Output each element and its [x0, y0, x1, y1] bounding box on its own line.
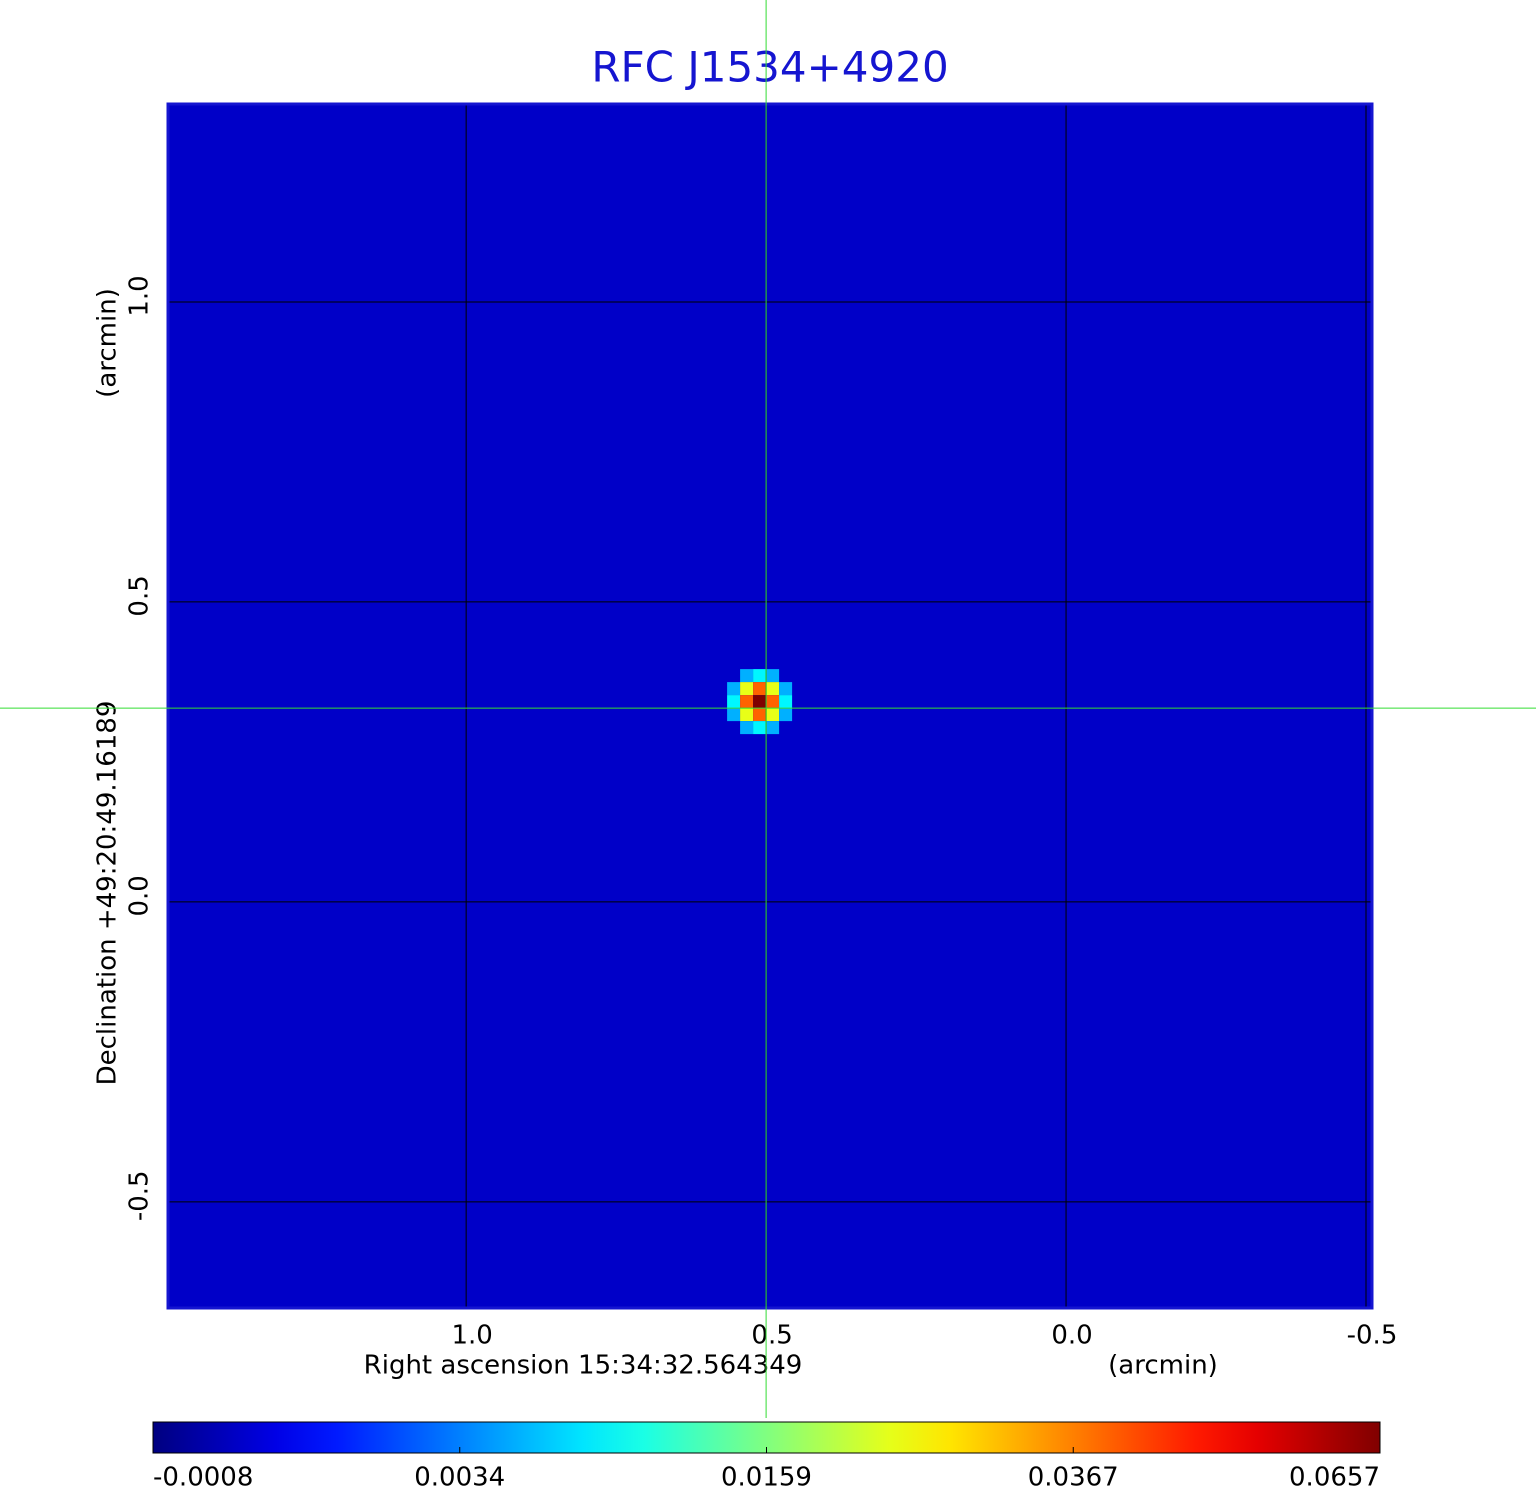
x-tick-label: 0.0	[1051, 1321, 1092, 1351]
y-tick-label: 0.5	[125, 575, 155, 616]
source-pixel	[740, 695, 754, 709]
source-pixel	[753, 708, 767, 722]
y-tick-label: 1.0	[125, 275, 155, 316]
x-tick-label: -0.5	[1347, 1321, 1398, 1351]
source-pixel	[727, 695, 741, 709]
source-pixel	[740, 721, 754, 735]
chart-title: RFC J1534+4920	[591, 43, 948, 92]
colorbar-tick-label: -0.0008	[153, 1463, 253, 1493]
source-pixel	[727, 682, 741, 696]
x-axis-label: Right ascension 15:34:32.564349	[364, 1351, 803, 1381]
y-tick-label: -0.5	[125, 1170, 155, 1221]
source-pixel	[753, 669, 767, 683]
x-axis-unit: (arcmin)	[1108, 1351, 1218, 1381]
source-pixel	[740, 682, 754, 696]
source-pixel	[779, 682, 793, 696]
source-pixel	[779, 695, 793, 709]
source-pixel	[753, 721, 767, 735]
source-pixel	[766, 669, 780, 683]
source-pixel	[766, 682, 780, 696]
y-axis-unit: (arcmin)	[93, 288, 123, 398]
source-pixel	[753, 695, 767, 709]
source	[727, 669, 793, 735]
source-pixel	[779, 708, 793, 722]
source-pixel	[766, 695, 780, 709]
x-tick-label: 0.5	[751, 1321, 792, 1351]
colorbar-tick-label: 0.0159	[721, 1463, 812, 1493]
source-pixel	[753, 682, 767, 696]
source-pixel	[727, 708, 741, 722]
colorbar-tick-label: 0.0367	[1028, 1463, 1119, 1493]
colorbar-tick-label: 0.0034	[414, 1463, 505, 1493]
y-axis-label: Declination +49:20:49.16189	[93, 701, 123, 1086]
source-pixel	[766, 708, 780, 722]
y-tick-label: 0.0	[125, 875, 155, 916]
colorbar-tick-label: 0.0657	[1289, 1463, 1380, 1493]
x-tick-label: 1.0	[451, 1321, 492, 1351]
source-pixel	[740, 708, 754, 722]
plot-border	[166, 102, 1374, 1310]
source-pixel	[766, 721, 780, 735]
source-pixel	[740, 669, 754, 683]
